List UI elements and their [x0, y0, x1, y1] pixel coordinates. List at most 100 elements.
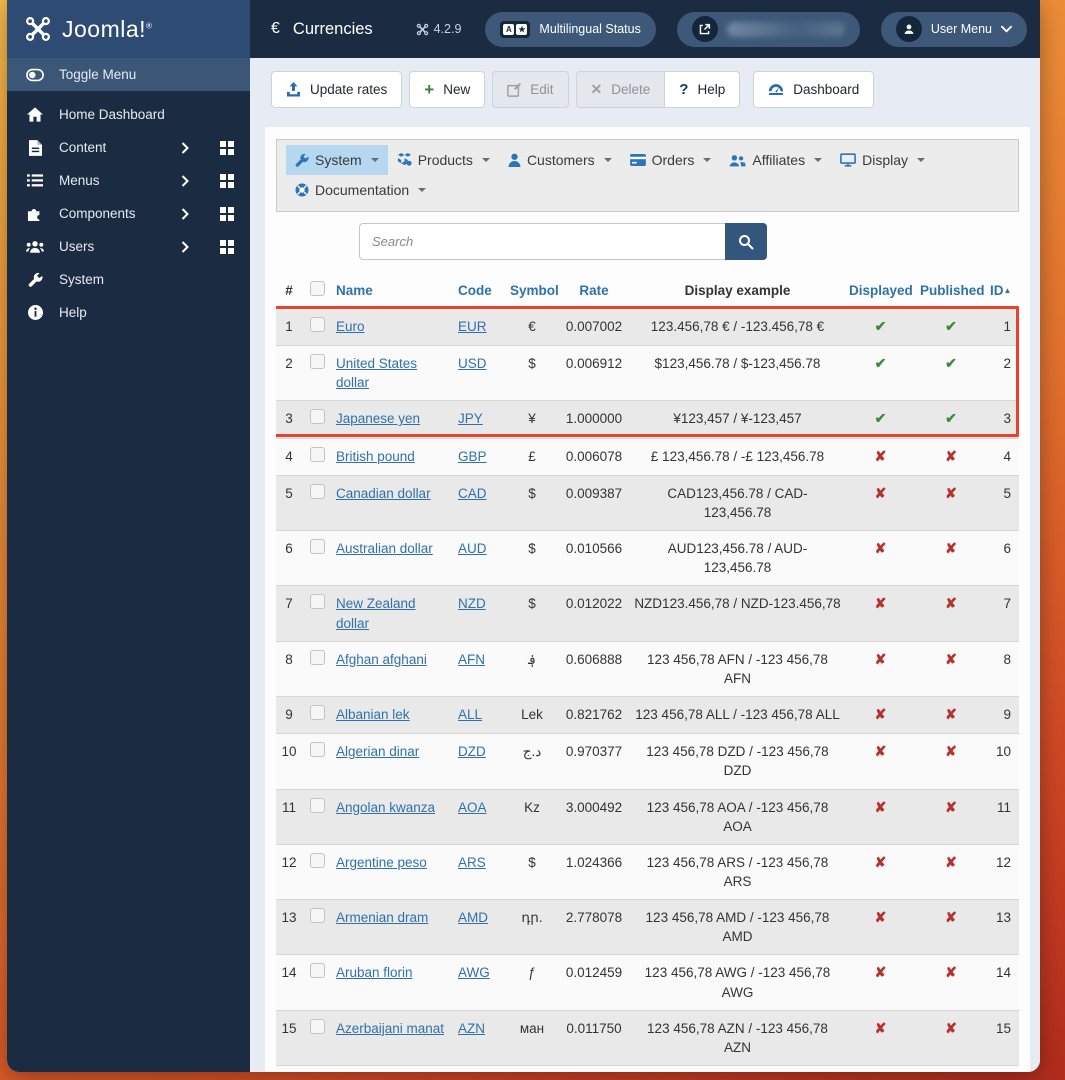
currency-code-link[interactable]: AUD [458, 541, 487, 557]
row-checkbox[interactable] [309, 1018, 325, 1034]
published-status-icon[interactable]: ✔ [945, 318, 957, 334]
column-header-code[interactable]: Code [458, 282, 492, 298]
menu-item-display[interactable]: Display [831, 145, 934, 175]
currency-code-link[interactable]: AFN [458, 651, 485, 667]
row-checkbox[interactable] [309, 797, 325, 813]
table-row[interactable]: 10 Algerian dinar DZD د.ج 0.970377 123 4… [276, 733, 1019, 789]
table-row[interactable]: 9 Albanian lek ALL Lek 0.821762 123 456,… [276, 696, 1019, 734]
column-header-symbol[interactable]: Symbol [510, 282, 559, 298]
row-checkbox[interactable] [309, 409, 325, 425]
site-preview-button[interactable] [676, 11, 860, 47]
row-checkbox[interactable] [309, 852, 325, 868]
row-checkbox[interactable] [309, 649, 325, 665]
currency-code-link[interactable]: GBP [458, 448, 487, 464]
currency-name-link[interactable]: United States dollar [336, 356, 418, 391]
select-all-checkbox[interactable] [309, 281, 325, 296]
currency-name-link[interactable]: Angolan kwanza [336, 799, 436, 815]
sidebar-item-toggle-menu[interactable]: Toggle Menu [7, 58, 250, 91]
published-status-icon[interactable]: ✔ [945, 355, 957, 372]
new-button[interactable]: + New [409, 71, 486, 108]
menu-item-products[interactable]: Products [388, 145, 499, 175]
column-header-displayed[interactable]: Displayed [849, 282, 913, 298]
displayed-status-icon[interactable]: ✘ [874, 909, 887, 926]
displayed-status-icon[interactable]: ✘ [874, 706, 887, 723]
currency-name-link[interactable]: Armenian dram [336, 910, 429, 926]
published-status-icon[interactable]: ✘ [945, 650, 957, 667]
grid-shortcut-icon[interactable] [220, 173, 234, 188]
published-status-icon[interactable]: ✘ [945, 1019, 957, 1036]
column-header-rate[interactable]: Rate [579, 282, 609, 298]
currency-name-link[interactable]: Argentine peso [336, 854, 427, 870]
currency-code-link[interactable]: EUR [458, 319, 487, 334]
chevron-right-icon[interactable] [181, 174, 189, 187]
sidebar-item-content[interactable]: Content [7, 131, 250, 164]
column-header-id[interactable]: ID▲ [990, 282, 1012, 298]
displayed-status-icon[interactable]: ✘ [874, 484, 887, 501]
displayed-status-icon[interactable]: ✘ [874, 595, 887, 612]
column-header-published[interactable]: Published [920, 282, 985, 298]
joomla-logo[interactable]: Joomla!® [7, 0, 250, 58]
currency-name-link[interactable]: Australian dollar [336, 541, 433, 557]
displayed-status-icon[interactable]: ✘ [874, 743, 887, 760]
table-row[interactable]: 2 United States dollar USD $ 0.006912 $1… [276, 345, 1019, 401]
sidebar-item-menus[interactable]: Menus [7, 164, 250, 197]
currency-name-link[interactable]: British pound [336, 448, 415, 464]
currency-code-link[interactable]: NZD [458, 596, 486, 612]
table-row[interactable]: 8 Afghan afghani AFN ؋ 0.606888 123 456,… [276, 640, 1019, 697]
user-menu-button[interactable]: User Menu [880, 11, 1027, 47]
edit-button[interactable]: Edit [492, 71, 569, 108]
table-row[interactable]: 12 Argentine peso ARS $ 1.024366 123 456… [276, 843, 1019, 900]
published-status-icon[interactable]: ✘ [945, 595, 957, 612]
currency-code-link[interactable]: USD [458, 356, 487, 372]
table-row[interactable]: 1 Euro EUR € 0.007002 123.456,78 € / -12… [276, 307, 1019, 346]
published-status-icon[interactable]: ✘ [945, 743, 957, 760]
row-checkbox[interactable] [309, 963, 325, 979]
update-rates-button[interactable]: Update rates [271, 71, 403, 108]
published-status-icon[interactable]: ✘ [945, 447, 957, 464]
currency-code-link[interactable]: JPY [458, 411, 483, 427]
menu-item-orders[interactable]: Orders [621, 145, 721, 175]
table-row[interactable]: 7 New Zealand dollar NZD $ 0.012022 NZD1… [276, 585, 1019, 642]
table-row[interactable]: 3 Japanese yen JPY ¥ 1.000000 ¥123,457 /… [276, 400, 1019, 439]
table-row[interactable]: 16 Bahamian dollar BSD $ 0.006912 123 45… [276, 1065, 1019, 1072]
published-status-icon[interactable]: ✘ [945, 484, 957, 501]
dashboard-button[interactable]: Dashboard [753, 71, 875, 108]
menu-item-system[interactable]: System [286, 145, 388, 175]
menu-item-customers[interactable]: Customers [499, 145, 621, 175]
currency-code-link[interactable]: AZN [458, 1020, 485, 1036]
menu-item-documentation[interactable]: Documentation [286, 175, 435, 205]
table-row[interactable]: 13 Armenian dram AMD դր. 2.778078 123 45… [276, 899, 1019, 955]
row-checkbox[interactable] [309, 354, 325, 370]
multilingual-status-button[interactable]: A ★ Multilingual Status [485, 11, 656, 47]
currency-name-link[interactable]: Azerbaijani manat [336, 1020, 445, 1036]
published-status-icon[interactable]: ✔ [945, 410, 957, 427]
table-row[interactable]: 6 Australian dollar AUD $ 0.010566 AUD12… [276, 530, 1019, 586]
column-header-name[interactable]: Name [336, 282, 373, 298]
published-status-icon[interactable]: ✘ [945, 909, 957, 926]
currency-name-link[interactable]: Euro [336, 319, 365, 334]
row-checkbox[interactable] [309, 483, 325, 499]
displayed-status-icon[interactable]: ✘ [874, 853, 887, 870]
displayed-status-icon[interactable]: ✘ [874, 798, 887, 815]
currency-name-link[interactable]: Canadian dollar [336, 485, 431, 501]
displayed-status-icon[interactable]: ✔ [874, 318, 887, 334]
published-status-icon[interactable]: ✘ [945, 798, 957, 815]
displayed-status-icon[interactable]: ✘ [874, 650, 887, 667]
row-checkbox[interactable] [309, 594, 325, 610]
row-checkbox[interactable] [309, 539, 325, 555]
displayed-status-icon[interactable]: ✔ [874, 355, 887, 372]
displayed-status-icon[interactable]: ✔ [874, 410, 887, 427]
displayed-status-icon[interactable]: ✘ [874, 540, 887, 557]
currency-name-link[interactable]: Afghan afghani [336, 651, 427, 667]
row-checkbox[interactable] [309, 446, 325, 462]
currency-name-link[interactable]: Japanese yen [336, 411, 421, 427]
menu-item-affiliates[interactable]: Affiliates [720, 145, 831, 175]
currency-code-link[interactable]: AMD [458, 910, 488, 926]
published-status-icon[interactable]: ✘ [945, 706, 957, 723]
published-status-icon[interactable]: ✘ [945, 540, 957, 557]
displayed-status-icon[interactable]: ✘ [874, 447, 887, 464]
grid-shortcut-icon[interactable] [220, 140, 234, 155]
currency-name-link[interactable]: Albanian lek [336, 707, 410, 723]
chevron-right-icon[interactable] [181, 207, 189, 220]
sidebar-item-home-dashboard[interactable]: Home Dashboard [7, 98, 250, 131]
